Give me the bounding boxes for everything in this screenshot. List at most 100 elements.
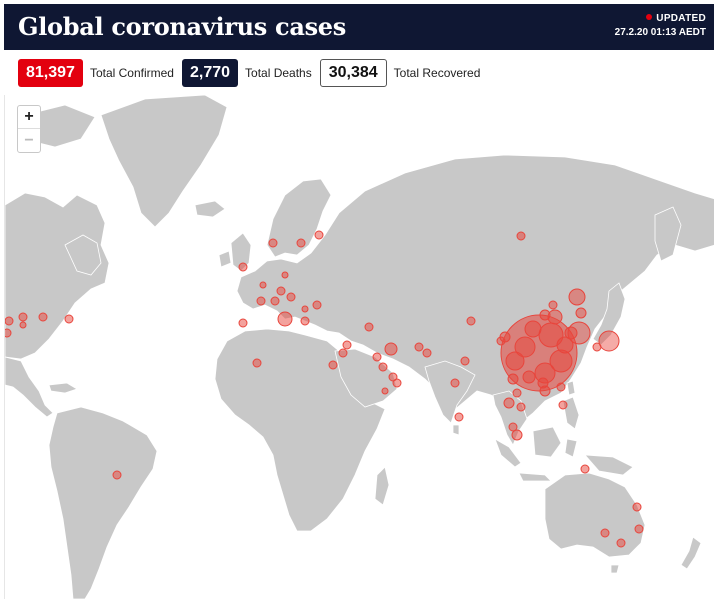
bubble-us-chicago	[38, 312, 48, 322]
bubble-us-cal	[5, 328, 12, 338]
bubble-australia-nsw	[634, 524, 644, 534]
bubble-vietnam	[512, 388, 522, 398]
land-layer	[5, 95, 714, 599]
zoom-control: + −	[17, 105, 41, 153]
bubble-austria	[286, 292, 296, 302]
plus-icon: +	[24, 108, 34, 125]
bubble-australia-qld	[632, 502, 642, 512]
deaths-label: Total Deaths	[245, 66, 312, 80]
bubble-australia-sa	[600, 528, 610, 538]
bubble-korea	[567, 321, 591, 345]
bubble-italy-2	[300, 316, 310, 326]
bubble-china-5	[505, 351, 525, 371]
land-scandinavia	[266, 178, 332, 258]
bubble-jilin	[575, 307, 587, 319]
bubble-taiwan	[556, 382, 566, 392]
bubble-georgia	[364, 322, 374, 332]
land-iceland	[194, 200, 226, 218]
bubble-germany	[276, 286, 286, 296]
bubble-philippines	[558, 400, 568, 410]
recovered-count: 30,384	[319, 59, 387, 87]
bubble-pakistan	[414, 342, 424, 352]
bubble-greece	[312, 300, 322, 310]
bubble-china-15	[548, 300, 558, 310]
bubble-iraq	[372, 352, 382, 362]
land-new-zealand	[680, 536, 702, 570]
bubble-china-14	[496, 336, 506, 346]
land-india	[424, 360, 476, 424]
bubble-us-west	[18, 312, 28, 322]
header: Global coronavirus cases UPDATED 27.2.20…	[4, 4, 714, 50]
updated-time: 27.2.20 01:13 AEDT	[614, 27, 706, 38]
bubble-sweden	[296, 238, 306, 248]
bubble-srilanka	[454, 412, 464, 422]
land-south-america	[48, 406, 158, 599]
stats-bar: 81,397 Total Confirmed 2,770 Total Death…	[18, 59, 488, 87]
bubble-belgium	[259, 281, 267, 289]
land-taiwan	[566, 380, 576, 396]
land-ireland	[218, 250, 232, 268]
deaths-count: 2,770	[181, 59, 239, 87]
bubble-australia-vic	[616, 538, 626, 548]
bubble-italy	[277, 311, 293, 327]
land-sri-lanka	[452, 424, 460, 436]
bubble-nepal	[460, 356, 470, 366]
map-canvas[interactable]	[5, 95, 714, 599]
bubble-norway	[268, 238, 278, 248]
bubble-oman	[381, 387, 389, 395]
bubble-uae	[392, 378, 402, 388]
world-map[interactable]: + −	[4, 95, 714, 599]
land-australia	[544, 472, 646, 558]
land-north-america	[5, 192, 110, 360]
bubble-egypt	[328, 360, 338, 370]
case-bubbles	[5, 230, 644, 548]
bubble-spain	[238, 318, 248, 328]
confirmed-count: 81,397	[18, 59, 83, 87]
bubble-uk	[238, 262, 248, 272]
bubble-russia	[516, 231, 526, 241]
bubble-china-11	[522, 370, 536, 384]
land-japan	[592, 282, 626, 346]
zoom-out-button[interactable]: −	[18, 129, 40, 152]
bubble-switzerland	[270, 296, 280, 306]
land-uk	[230, 232, 252, 272]
land-labrador	[64, 234, 102, 276]
bubble-malaysia	[508, 422, 518, 432]
land-sulawesi	[564, 438, 578, 458]
bubble-thailand	[503, 397, 515, 409]
land-greenland	[100, 95, 228, 228]
updated-label: UPDATED	[656, 13, 706, 24]
bubble-china-12	[507, 373, 519, 385]
bubble-iran	[384, 342, 398, 356]
bubble-france	[256, 296, 266, 306]
bubble-lebanon	[342, 340, 352, 350]
land-madagascar	[374, 466, 390, 506]
land-kamchatka	[654, 206, 682, 262]
bubble-india	[450, 378, 460, 388]
land-java	[518, 472, 552, 482]
bubble-afghanistan	[422, 348, 432, 358]
bubble-china-6	[524, 320, 542, 338]
bubble-us-texas	[19, 321, 27, 329]
bubble-japan-2	[592, 342, 602, 352]
bubble-denmark	[281, 271, 289, 279]
bubble-croatia	[301, 305, 309, 313]
bubble-algeria	[252, 358, 262, 368]
land-sumatra	[494, 438, 522, 468]
land-tasmania	[610, 564, 620, 574]
bubble-kuwait	[378, 362, 388, 372]
page-title: Global coronavirus cases	[18, 12, 346, 41]
zoom-in-button[interactable]: +	[18, 106, 40, 129]
bubble-cambodia	[516, 402, 526, 412]
bubble-israel	[338, 348, 348, 358]
land-new-guinea	[584, 454, 634, 476]
minus-icon: −	[24, 131, 34, 149]
bubble-china-3	[514, 336, 536, 358]
bubble-uzbek	[466, 316, 476, 326]
bubble-china-7	[556, 336, 574, 354]
recovered-label: Total Recovered	[393, 66, 481, 80]
confirmed-label: Total Confirmed	[89, 66, 174, 80]
bubble-china-9	[539, 309, 551, 321]
bubble-heilongjiang	[568, 288, 586, 306]
land-central-america	[5, 356, 54, 418]
